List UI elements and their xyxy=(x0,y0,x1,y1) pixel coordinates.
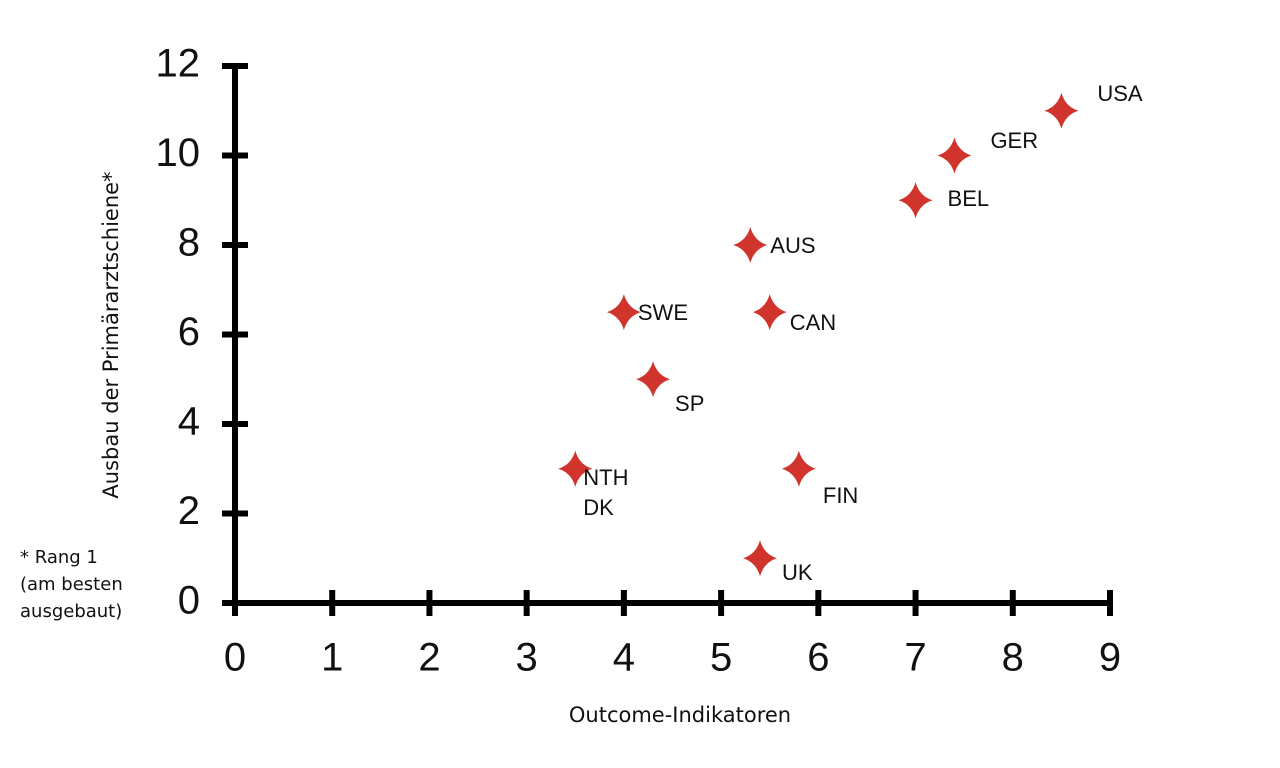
point-label: BEL xyxy=(947,186,990,212)
point xyxy=(937,137,972,174)
y-tick-label: 12 xyxy=(156,42,201,86)
x-tick-label: 8 xyxy=(1002,636,1024,680)
x-tick-label: 6 xyxy=(807,636,829,680)
point xyxy=(752,294,787,331)
point xyxy=(636,361,671,398)
x-tick-label: 2 xyxy=(418,636,440,680)
point xyxy=(743,540,777,577)
point-label: GER xyxy=(990,127,1039,153)
point-label: SWE xyxy=(637,300,688,326)
x-tick-label: 0 xyxy=(224,636,246,680)
x-tick-label: 9 xyxy=(1099,636,1121,680)
x-tick-label: 1 xyxy=(321,636,343,680)
y-tick-label: 0 xyxy=(178,579,200,623)
point-label: NTH DK xyxy=(583,464,629,520)
point-label: UK xyxy=(782,560,813,586)
point xyxy=(733,227,768,263)
x-tick-label: 4 xyxy=(613,636,635,680)
point xyxy=(781,450,816,487)
point xyxy=(606,294,641,331)
y-tick-label: 2 xyxy=(178,489,200,533)
y-axis-label: Ausbau der Primärarztschiene* xyxy=(99,171,123,498)
point xyxy=(558,450,593,487)
point-label: AUS xyxy=(770,233,816,258)
y-tick-label: 10 xyxy=(156,131,201,175)
x-tick-label: 5 xyxy=(710,636,732,680)
point xyxy=(898,182,933,219)
y-tick-label: 8 xyxy=(178,221,200,265)
footnote: * Rang 1 (am besten ausgebaut) xyxy=(20,547,123,622)
point-label: CAN xyxy=(789,310,837,336)
point xyxy=(1044,92,1079,129)
point-label: FIN xyxy=(822,482,859,508)
point-label: SP xyxy=(675,391,705,417)
x-axis-label: Outcome-Indikatoren xyxy=(569,703,791,727)
y-tick-label: 6 xyxy=(178,310,200,354)
y-tick-label: 4 xyxy=(178,400,200,444)
x-tick-label: 3 xyxy=(516,636,538,680)
point-label: USA xyxy=(1097,80,1143,106)
x-tick-label: 7 xyxy=(904,636,926,680)
